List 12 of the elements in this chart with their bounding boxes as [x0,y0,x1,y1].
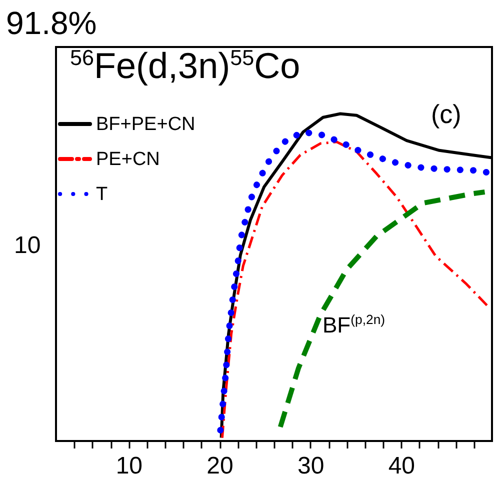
chart-title: 91.8% [6,5,97,41]
x-tick-label: 40 [388,452,416,480]
text: 10 [14,232,41,260]
legend-label: T [96,184,108,205]
x-tick-label: 20 [206,452,234,480]
x-tick-label: 30 [297,452,324,480]
x-tick-label: 10 [116,452,143,480]
legend-label: BF+PE+CN [96,114,196,135]
text: $^{56}$Fe(d,3n)$^{55}$Co [70,45,300,86]
annotation: (c) [431,99,462,129]
annotation: BF$^{(p,2n)}$ [322,312,386,337]
legend-label: PE+CN [96,149,160,170]
